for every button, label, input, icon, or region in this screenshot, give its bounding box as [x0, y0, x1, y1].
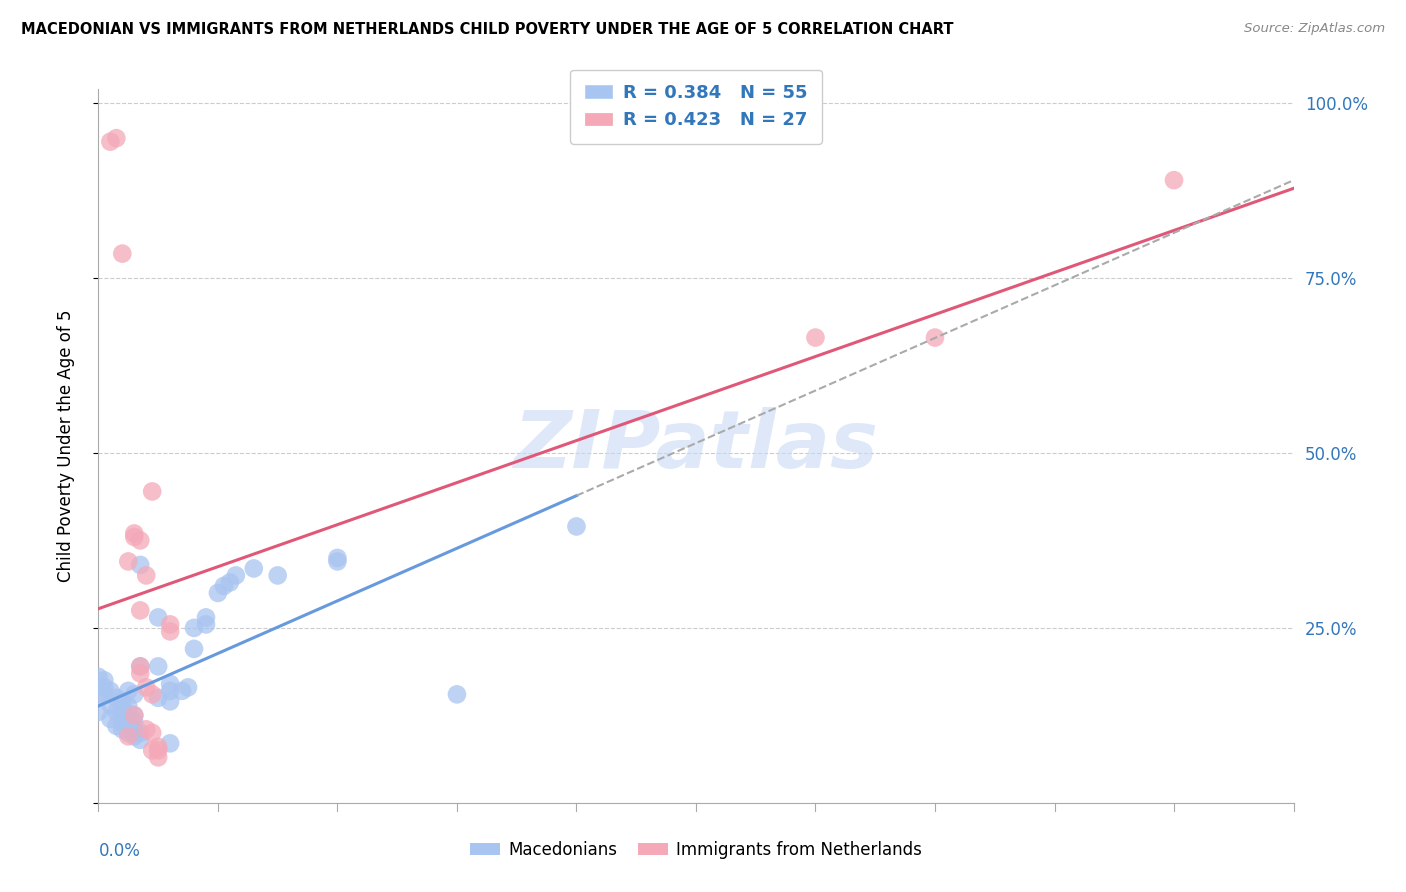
Point — [1163, 173, 1185, 187]
Point — [124, 723, 146, 737]
Point — [111, 246, 134, 260]
Point — [148, 739, 170, 754]
Point — [135, 568, 157, 582]
Point — [141, 687, 163, 701]
Text: Source: ZipAtlas.com: Source: ZipAtlas.com — [1244, 22, 1385, 36]
Point — [225, 568, 247, 582]
Point — [172, 684, 194, 698]
Point — [124, 530, 146, 544]
Legend: Macedonians, Immigrants from Netherlands: Macedonians, Immigrants from Netherlands — [464, 835, 928, 866]
Point — [124, 687, 146, 701]
Point — [98, 684, 122, 698]
Point — [183, 621, 205, 635]
Point — [129, 659, 152, 673]
Point — [183, 641, 205, 656]
Point — [924, 330, 946, 344]
Point — [105, 719, 128, 733]
Point — [326, 554, 349, 568]
Point — [111, 701, 134, 715]
Point — [124, 526, 146, 541]
Point — [111, 708, 134, 723]
Point — [267, 568, 290, 582]
Point — [141, 484, 163, 499]
Point — [87, 690, 110, 705]
Point — [148, 690, 170, 705]
Point — [195, 617, 218, 632]
Point — [243, 561, 266, 575]
Point — [129, 732, 152, 747]
Point — [446, 687, 468, 701]
Point — [87, 670, 110, 684]
Point — [148, 750, 170, 764]
Point — [117, 684, 139, 698]
Point — [111, 723, 134, 737]
Point — [124, 708, 146, 723]
Point — [87, 705, 110, 719]
Y-axis label: Child Poverty Under the Age of 5: Child Poverty Under the Age of 5 — [56, 310, 75, 582]
Text: MACEDONIAN VS IMMIGRANTS FROM NETHERLANDS CHILD POVERTY UNDER THE AGE OF 5 CORRE: MACEDONIAN VS IMMIGRANTS FROM NETHERLAND… — [21, 22, 953, 37]
Point — [135, 723, 157, 737]
Point — [148, 743, 170, 757]
Point — [195, 610, 218, 624]
Point — [93, 673, 115, 688]
Point — [124, 715, 146, 730]
Point — [129, 603, 152, 617]
Point — [117, 720, 139, 734]
Point — [129, 659, 152, 673]
Point — [135, 681, 157, 695]
Point — [129, 533, 152, 548]
Point — [105, 690, 128, 705]
Point — [129, 666, 152, 681]
Text: ZIPatlas: ZIPatlas — [513, 407, 879, 485]
Point — [98, 712, 122, 726]
Point — [159, 617, 181, 632]
Point — [105, 705, 128, 719]
Point — [105, 131, 128, 145]
Point — [159, 684, 181, 698]
Point — [177, 681, 200, 695]
Point — [93, 681, 115, 695]
Point — [93, 687, 115, 701]
Point — [141, 743, 163, 757]
Point — [111, 715, 134, 730]
Point — [117, 554, 139, 568]
Point — [129, 726, 152, 740]
Point — [124, 708, 146, 723]
Point — [326, 550, 349, 565]
Point — [117, 726, 139, 740]
Point — [207, 586, 229, 600]
Point — [159, 736, 181, 750]
Point — [98, 698, 122, 712]
Point — [159, 677, 181, 691]
Point — [98, 135, 122, 149]
Point — [219, 575, 242, 590]
Point — [804, 330, 827, 344]
Point — [117, 713, 139, 727]
Point — [159, 624, 181, 639]
Point — [148, 610, 170, 624]
Point — [117, 699, 139, 714]
Text: 0.0%: 0.0% — [98, 842, 141, 860]
Point — [212, 579, 235, 593]
Point — [124, 729, 146, 743]
Point — [129, 558, 152, 572]
Point — [117, 706, 139, 721]
Point — [565, 519, 588, 533]
Point — [141, 726, 163, 740]
Point — [117, 729, 139, 743]
Point — [159, 694, 181, 708]
Point — [148, 659, 170, 673]
Point — [111, 694, 134, 708]
